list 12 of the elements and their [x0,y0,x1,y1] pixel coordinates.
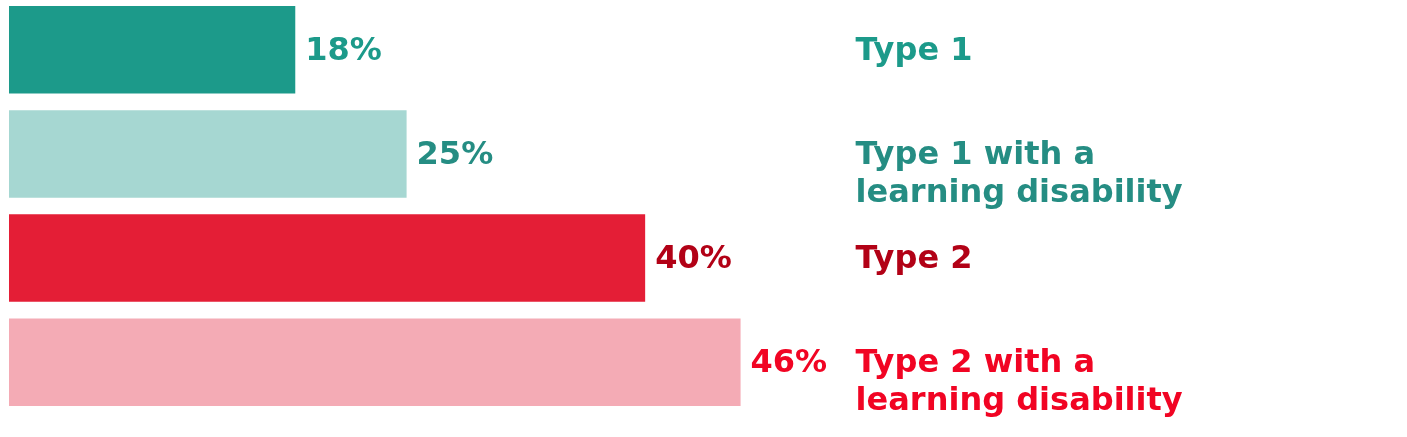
bar [9,6,296,94]
data-label: 46% [750,342,828,381]
y-tick-label: Type 1 with a learning disability [855,133,1183,210]
y-tick-label: Type 1 [855,29,973,68]
y-tick-label: Type 2 with a learning disability [855,342,1183,419]
bar [9,214,646,302]
bar [9,110,407,198]
y-tick-label: Type 2 [855,238,973,277]
data-label: 40% [655,238,732,277]
data-label: 25% [416,133,494,172]
bar [9,318,741,406]
data-label: 18% [305,29,382,68]
